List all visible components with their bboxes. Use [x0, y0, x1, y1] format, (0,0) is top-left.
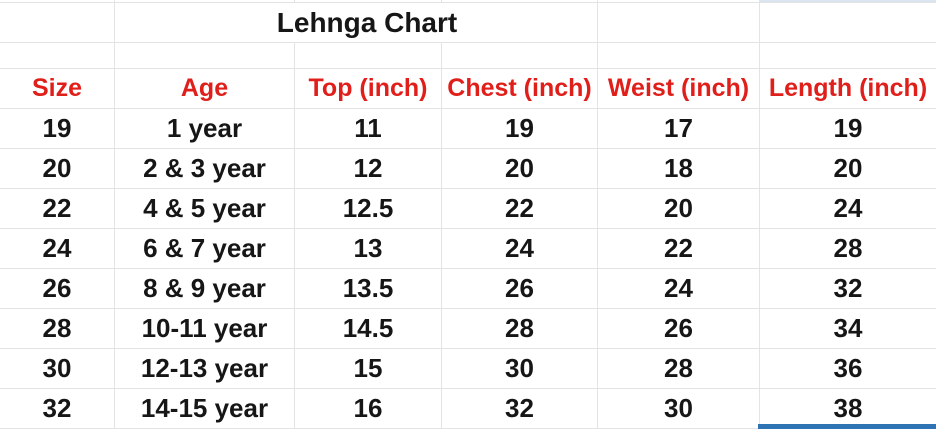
table-cell[interactable]: 28 — [598, 349, 760, 388]
table-cell[interactable]: 38 — [833, 393, 863, 423]
table-cell[interactable]: 24 — [598, 269, 760, 308]
table-cell[interactable]: 10-11 year — [115, 309, 295, 348]
table-cell[interactable]: 17 — [598, 109, 760, 148]
table-cell[interactable]: 36 — [833, 353, 863, 383]
table-cell[interactable]: 15 — [295, 349, 442, 388]
table-body: 19 1 year 11 19 17 19 20 2 & 3 year 12 20 18 20 22 4 … — [0, 109, 936, 429]
table-row: 19 1 year 11 19 17 19 — [0, 109, 936, 149]
blank-row — [0, 43, 936, 69]
empty-cell[interactable] — [598, 3, 760, 42]
table-cell[interactable]: 28 — [0, 309, 115, 348]
sliver-cell — [598, 0, 760, 2]
table-cell[interactable]: 28 — [833, 233, 863, 263]
table-cell[interactable]: 14-15 year — [115, 389, 295, 428]
sliver-cell — [442, 0, 598, 2]
table-cell[interactable]: 4 & 5 year — [115, 189, 295, 228]
table-row: 28 10-11 year 14.5 28 26 34 — [0, 309, 936, 349]
table-cell[interactable]: 24 — [442, 229, 598, 268]
empty-cell[interactable] — [0, 43, 115, 68]
table-row: 30 12-13 year 15 30 28 36 — [0, 349, 936, 389]
table-cell[interactable]: 32 — [0, 389, 115, 428]
table-cell[interactable]: 20 — [833, 153, 863, 183]
table-cell[interactable]: 11 — [295, 109, 442, 148]
header-row: Size Age Top (inch) Chest (inch) Weist (inch… — [0, 69, 936, 109]
table-cell[interactable]: 26 — [0, 269, 115, 308]
table-cell[interactable]: 22 — [442, 189, 598, 228]
page-title[interactable]: Lehnga Chart — [115, 3, 598, 42]
table-cell[interactable]: 14.5 — [295, 309, 442, 348]
column-header[interactable]: Weist (inch) — [598, 69, 760, 108]
table-cell[interactable]: 26 — [598, 309, 760, 348]
empty-cell[interactable] — [598, 43, 760, 68]
table-cell[interactable]: 19 — [833, 113, 863, 143]
table-cell[interactable]: 8 & 9 year — [115, 269, 295, 308]
empty-cell[interactable] — [295, 43, 442, 68]
table-cell[interactable]: 22 — [598, 229, 760, 268]
table-row: 24 6 & 7 year 13 24 22 28 — [0, 229, 936, 269]
table-cell[interactable]: 2 & 3 year — [115, 149, 295, 188]
table-cell[interactable]: 32 — [442, 389, 598, 428]
table-cell[interactable]: 12 — [295, 149, 442, 188]
table-cell[interactable]: 19 — [442, 109, 598, 148]
table-cell[interactable]: 18 — [598, 149, 760, 188]
column-header[interactable]: Chest (inch) — [442, 69, 598, 108]
title-row: Lehnga Chart — [0, 3, 936, 43]
column-header[interactable]: Top (inch) — [295, 69, 442, 108]
table-cell[interactable]: 19 — [0, 109, 115, 148]
empty-cell[interactable] — [760, 43, 936, 68]
sliver-cell — [295, 0, 442, 2]
table-cell[interactable]: 24 — [833, 193, 863, 223]
table-cell[interactable]: 30 — [598, 389, 760, 428]
table-cell[interactable]: 30 — [442, 349, 598, 388]
table-cell[interactable]: 26 — [442, 269, 598, 308]
sliver-cell-selected — [760, 0, 936, 2]
empty-cell[interactable] — [442, 43, 598, 68]
table-cell[interactable]: 1 year — [115, 109, 295, 148]
table-cell[interactable]: 32 — [833, 273, 863, 303]
table-cell[interactable]: 28 — [442, 309, 598, 348]
table-row: 22 4 & 5 year 12.5 22 20 24 — [0, 189, 936, 229]
table-cell[interactable]: 22 — [0, 189, 115, 228]
selection-border — [758, 424, 936, 429]
table-cell[interactable]: 13.5 — [295, 269, 442, 308]
empty-cell[interactable] — [115, 43, 295, 68]
table-cell[interactable]: 16 — [295, 389, 442, 428]
sliver-cell — [115, 0, 295, 2]
table-cell[interactable]: 12.5 — [295, 189, 442, 228]
table-cell[interactable]: 24 — [0, 229, 115, 268]
table-row: 32 14-15 year 16 32 30 38 — [0, 389, 936, 429]
empty-cell[interactable] — [760, 3, 936, 42]
row-above-sliver — [0, 0, 936, 3]
sliver-cell — [0, 0, 115, 2]
table-row: 20 2 & 3 year 12 20 18 20 — [0, 149, 936, 189]
table-cell[interactable]: 30 — [0, 349, 115, 388]
table-cell[interactable]: 34 — [833, 313, 863, 343]
table-row: 26 8 & 9 year 13.5 26 24 32 — [0, 269, 936, 309]
column-header[interactable]: Age — [115, 69, 295, 108]
column-header[interactable]: Length (inch) — [768, 74, 928, 102]
table-cell[interactable]: 12-13 year — [115, 349, 295, 388]
table-cell[interactable]: 20 — [0, 149, 115, 188]
empty-cell[interactable] — [0, 3, 115, 42]
table-cell[interactable]: 6 & 7 year — [115, 229, 295, 268]
table-cell[interactable]: 13 — [295, 229, 442, 268]
table-cell[interactable]: 20 — [442, 149, 598, 188]
column-header[interactable]: Size — [0, 69, 115, 108]
table-cell[interactable]: 20 — [598, 189, 760, 228]
